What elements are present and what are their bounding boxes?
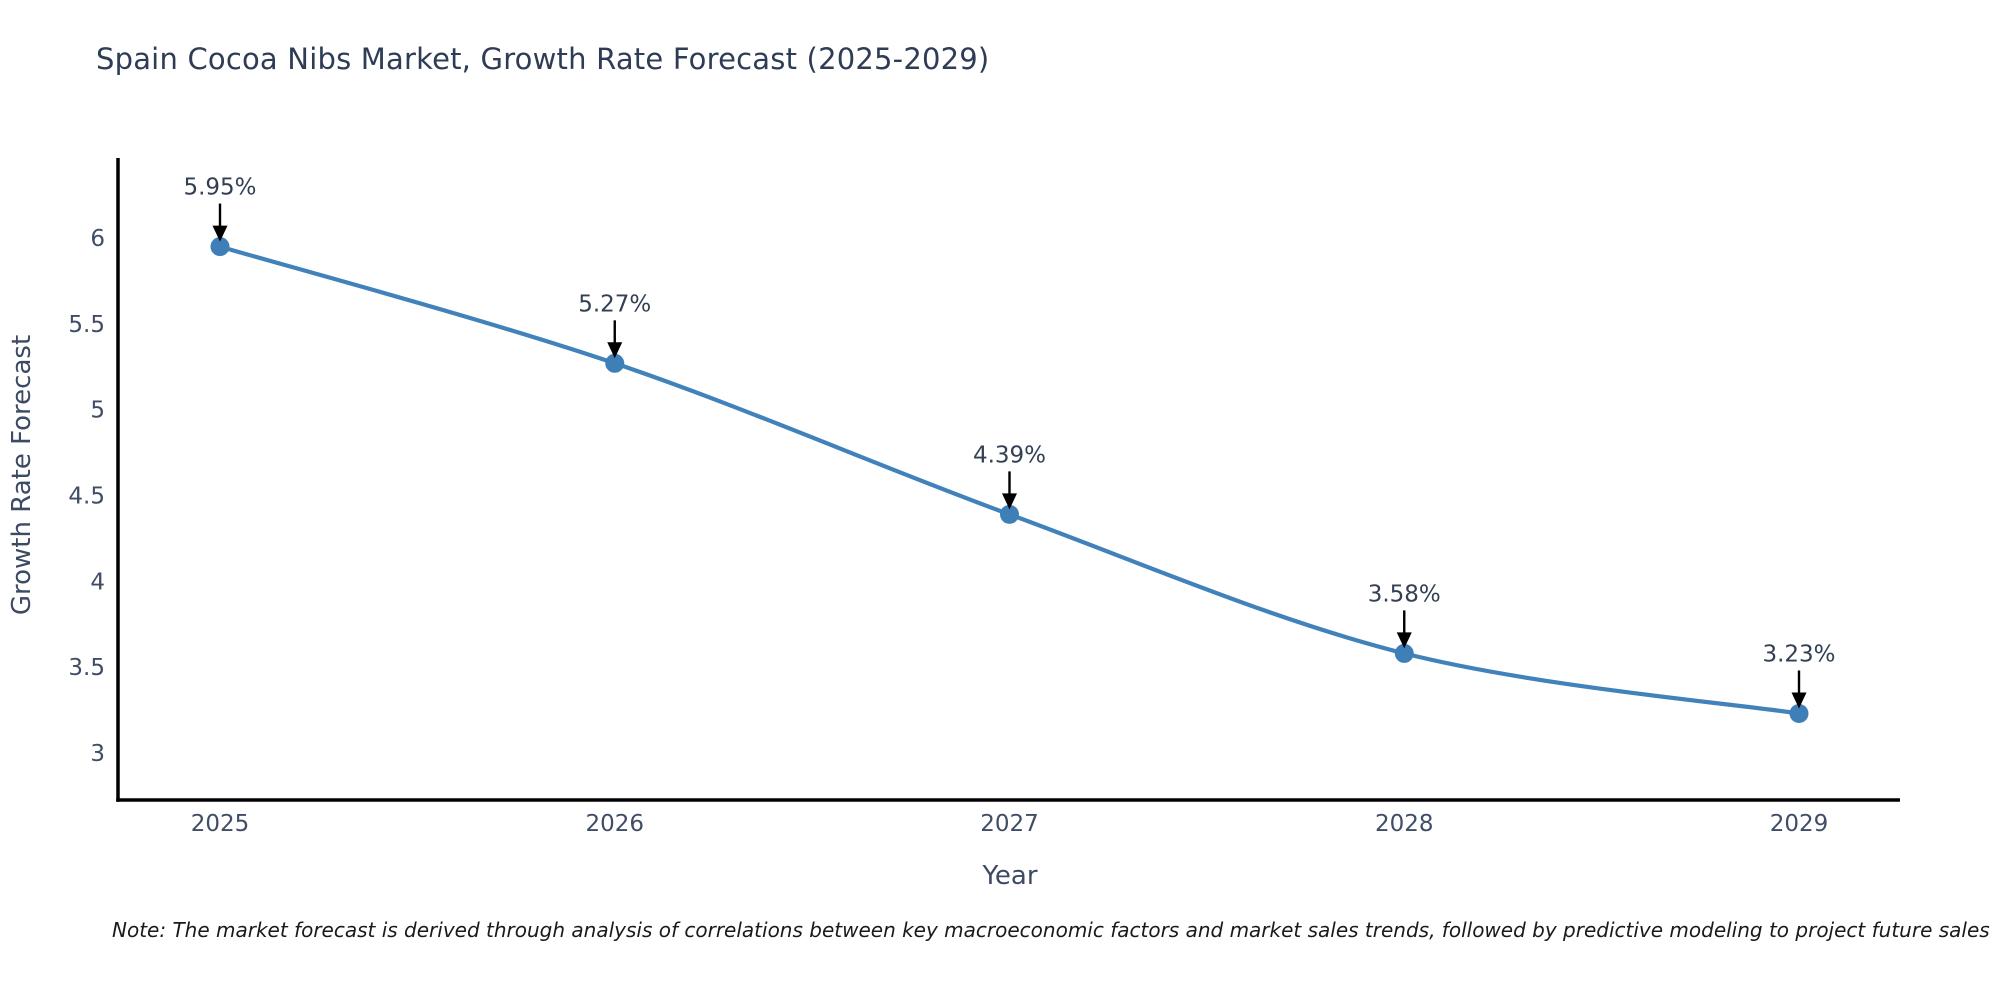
x-axis-tick-label: 2029 — [1770, 811, 1829, 837]
x-axis-tick-label: 2026 — [585, 811, 644, 837]
y-axis-tick-label: 5 — [90, 398, 105, 424]
annotation-arrowhead — [1791, 692, 1807, 709]
data-point-label: 5.95% — [183, 175, 256, 201]
annotation-arrowhead — [1396, 632, 1412, 649]
y-axis-tick-label: 4.5 — [68, 483, 105, 509]
y-axis-tick-label: 6 — [90, 226, 105, 252]
data-point-marker — [1000, 504, 1019, 524]
data-point-label: 3.23% — [1762, 641, 1835, 667]
y-axis-tick-label: 5.5 — [68, 312, 105, 338]
x-axis-tick-label: 2025 — [191, 811, 250, 837]
y-axis-tick-label: 3.5 — [68, 655, 105, 681]
y-axis-tick-label: 3 — [90, 741, 105, 767]
data-point-marker — [210, 237, 230, 257]
data-point-marker — [1789, 703, 1809, 723]
data-point-label: 4.39% — [973, 442, 1046, 468]
x-axis-tick-label: 2028 — [1375, 811, 1434, 837]
chart-title: Spain Cocoa Nibs Market, Growth Rate For… — [96, 42, 990, 76]
y-axis-title: Growth Rate Forecast — [7, 335, 37, 615]
annotation-arrowhead — [1002, 493, 1017, 510]
x-axis-title: Year — [981, 861, 1037, 891]
data-point-marker — [1394, 643, 1414, 663]
data-point-label: 5.27% — [578, 291, 651, 317]
annotation-arrowhead — [607, 342, 623, 359]
data-point-marker — [605, 353, 625, 373]
annotation-arrowhead — [212, 225, 228, 242]
data-point-label: 3.58% — [1368, 581, 1441, 607]
x-axis-tick-label: 2027 — [980, 811, 1039, 837]
footnote-text: Note: The market forecast is derived thr… — [112, 918, 1990, 942]
y-axis-tick-label: 4 — [90, 569, 105, 595]
